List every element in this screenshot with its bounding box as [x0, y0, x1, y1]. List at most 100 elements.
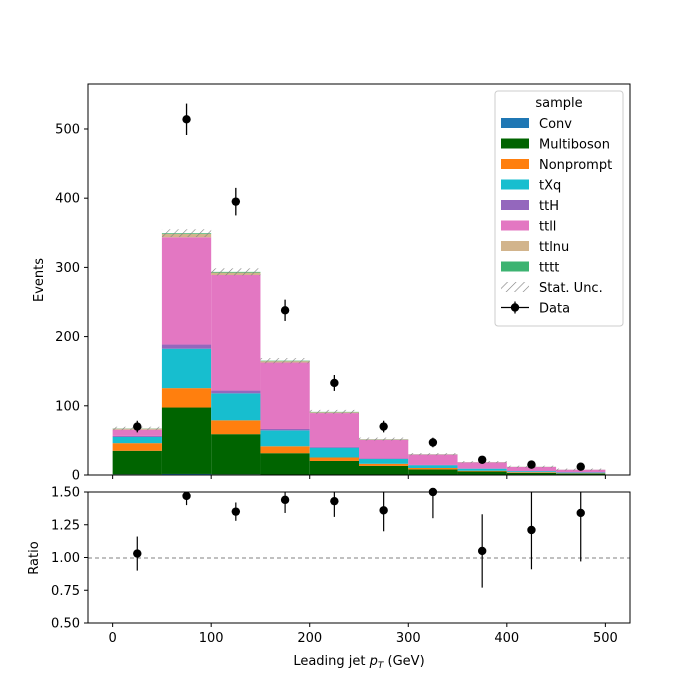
- bar-txq-bin-6: [408, 465, 458, 469]
- bar-ttll-bin-7: [457, 462, 507, 469]
- main-ytick-label-2: 200: [55, 330, 80, 345]
- data-points: [133, 103, 585, 471]
- bar-tth-bin-2: [211, 390, 261, 394]
- bar-multiboson-bin-7: [457, 471, 507, 475]
- ratio-point-7: [477, 546, 487, 556]
- data-point-8: [527, 460, 536, 469]
- x-axis-label: Leading jet pT (GeV): [293, 654, 424, 671]
- legend: sample Conv Multiboson Nonprompt tXq ttH ttll…: [494, 90, 624, 327]
- ratio-plot: 0.50 0.75 1.00 1.25 1.50 0 100 200 300 400 500 Ra…: [27, 486, 631, 671]
- ratio-point-3: [280, 495, 290, 505]
- legend-swatch-tth: [501, 200, 529, 210]
- legend-label-ttll: ttll: [539, 220, 556, 235]
- ratio-point-0: [133, 549, 142, 558]
- legend-label-tttt: tttt: [539, 261, 559, 276]
- legend-label-tth: ttH: [539, 199, 559, 214]
- bar-multiboson-bin-6: [408, 469, 458, 475]
- data-point-1: [182, 115, 191, 124]
- stacked-bars: [112, 233, 606, 475]
- stat-unc-bin-4: [309, 409, 359, 414]
- legend-data-marker: [510, 303, 520, 312]
- legend-label-stat-unc: Stat. Unc.: [539, 281, 603, 296]
- ratio-point-1: [182, 491, 191, 501]
- bar-txq-bin-8: [506, 471, 557, 473]
- bar-nonprompt-bin-3: [260, 446, 310, 454]
- bar-txq-bin-2: [211, 393, 261, 421]
- legend-label-txq: tXq: [539, 179, 561, 194]
- legend-swatch-multiboson: [501, 138, 529, 149]
- bar-nonprompt-bin-8: [506, 472, 557, 473]
- ratio-xtick-label-0: 0: [108, 631, 116, 646]
- bar-ttll-bin-3: [260, 362, 310, 429]
- main-y-axis-label: Events: [32, 258, 47, 302]
- legend-label-ttlnu: ttlnu: [539, 240, 569, 255]
- bar-nonprompt-bin-2: [211, 420, 261, 435]
- ratio-ytick-label-0: 0.50: [51, 617, 80, 632]
- bar-ttll-bin-5: [359, 439, 409, 459]
- data-point-2: [231, 197, 241, 206]
- bar-nonprompt-bin-5: [359, 463, 409, 466]
- bar-txq-bin-7: [457, 468, 507, 471]
- bar-txq-bin-0: [112, 436, 162, 444]
- bar-multiboson-bin-5: [359, 465, 409, 475]
- ratio-xtick-label-5: 500: [593, 631, 618, 646]
- bar-multiboson-bin-8: [506, 472, 557, 475]
- legend-swatch-tttt: [501, 261, 529, 272]
- stat-unc-bin-3: [260, 358, 310, 364]
- bar-ttll-bin-4: [309, 413, 359, 447]
- data-point-3: [280, 306, 290, 315]
- bar-multiboson-bin-9: [556, 473, 606, 475]
- main-axes-frame: [87, 83, 631, 476]
- data-point-7: [477, 455, 487, 464]
- bar-nonprompt-bin-6: [408, 468, 458, 470]
- ratio-xtick-label-2: 200: [297, 631, 322, 646]
- bar-tth-bin-0: [112, 435, 162, 437]
- ratio-point-4: [330, 496, 339, 506]
- bar-txq-bin-3: [260, 430, 310, 447]
- ratio-xtick-label-1: 100: [199, 631, 224, 646]
- legend-swatch-stat-unc: [501, 282, 529, 292]
- ratio-point-5: [379, 506, 388, 515]
- legend-swatch-txq: [501, 179, 529, 190]
- bar-multiboson-bin-3: [260, 453, 310, 475]
- bar-txq-bin-4: [309, 447, 359, 458]
- ratio-x-ticks: 0 100 200 300 400 500: [108, 623, 618, 646]
- data-point-4: [330, 378, 339, 388]
- ratio-point-9: [576, 508, 585, 518]
- ratio-point-2: [231, 507, 241, 516]
- bar-conv-bin-1: [161, 473, 212, 475]
- legend-swatch-ttlnu: [501, 241, 529, 251]
- main-ytick-label-0: 0: [72, 469, 80, 484]
- bar-multiboson-bin-4: [309, 460, 359, 475]
- main-x-ticks: [112, 475, 606, 479]
- bar-txq-bin-9: [556, 472, 606, 474]
- bar-txq-bin-1: [161, 348, 212, 389]
- bar-tth-bin-1: [161, 344, 212, 349]
- bar-ttll-bin-6: [408, 454, 458, 465]
- ratio-ytick-label-3: 1.25: [51, 518, 80, 533]
- stat-unc-bin-5: [359, 437, 409, 441]
- main-plot: 0 100 200 300 400 500 Events: [32, 83, 631, 484]
- bar-ttll-bin-1: [161, 237, 212, 345]
- bar-multiboson-bin-0: [112, 450, 162, 475]
- data-point-0: [133, 422, 142, 431]
- ratio-axes-frame: [87, 491, 631, 624]
- legend-label-conv: Conv: [539, 117, 572, 132]
- data-point-5: [379, 422, 388, 431]
- bar-ttll-bin-0: [112, 429, 162, 436]
- bar-nonprompt-bin-4: [309, 457, 359, 461]
- legend-swatch-nonprompt: [501, 159, 529, 169]
- bar-txq-bin-5: [359, 458, 409, 464]
- main-ytick-label-5: 500: [55, 122, 80, 137]
- ratio-xtick-label-3: 300: [396, 631, 421, 646]
- bar-multiboson-bin-1: [161, 407, 212, 474]
- bar-ttll-bin-9: [556, 469, 606, 473]
- main-ytick-label-1: 100: [55, 399, 80, 414]
- bar-multiboson-bin-2: [211, 434, 261, 475]
- bar-tth-bin-3: [260, 428, 310, 431]
- stat-unc-bin-6: [408, 453, 458, 456]
- bar-nonprompt-bin-7: [457, 470, 507, 472]
- ratio-points: [133, 487, 585, 588]
- ratio-ytick-label-4: 1.50: [51, 486, 80, 501]
